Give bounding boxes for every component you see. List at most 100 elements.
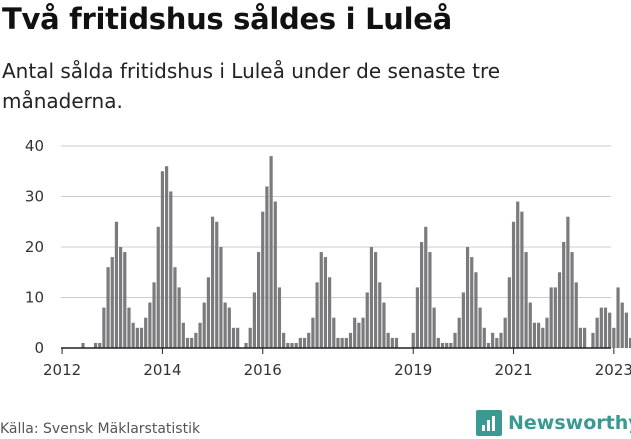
chart-title: Två fritidshus såldes i Luleå [2, 2, 452, 36]
y-tick-label: 20 [25, 238, 44, 256]
y-axis-ticks: 0 10 20 30 40 [25, 137, 44, 357]
bar-2018-09 [394, 337, 399, 348]
bar-2013-07 [135, 327, 139, 348]
bar-2022-02 [566, 216, 570, 348]
bar-2016-09 [294, 342, 298, 348]
bar-2022-12 [608, 312, 612, 348]
bar-2015-05 [227, 307, 231, 348]
bar-2018-08 [390, 337, 394, 348]
bar-2013-06 [131, 322, 135, 348]
bar-2015-07 [236, 327, 240, 348]
bar-2019-07 [436, 337, 440, 348]
bar-2020-12 [507, 277, 511, 348]
bar-2012-06 [81, 342, 85, 348]
x-tick-label: 2014 [143, 361, 181, 379]
bar-2016-01 [261, 211, 265, 348]
bar-2018-04 [374, 252, 378, 348]
bar-2016-12 [307, 332, 311, 348]
bar-2017-12 [357, 322, 361, 348]
bar-2021-04 [524, 252, 528, 348]
y-tick-label: 40 [25, 137, 44, 155]
bar-2014-04 [173, 267, 177, 348]
bar-2022-09 [595, 317, 599, 348]
bar-2012-09 [93, 342, 98, 348]
y-tick-label: 0 [34, 339, 44, 357]
bar-2021-11 [553, 287, 557, 348]
bar-2019-10 [449, 342, 453, 348]
bar-2016-02 [265, 186, 269, 348]
bar-2022-01 [562, 241, 566, 348]
bar-2014-08 [190, 337, 194, 348]
bar-2022-06 [583, 327, 587, 348]
bar-2015-10 [248, 327, 252, 348]
bar-2022-10 [599, 307, 603, 348]
bar-2013-04 [123, 252, 127, 348]
bar-2013-11 [152, 282, 156, 348]
bar-2015-12 [256, 252, 261, 348]
bar-2019-05 [428, 252, 432, 348]
bar-2015-01 [210, 216, 215, 348]
bar-2014-02 [165, 166, 169, 348]
bar-2019-09 [445, 342, 449, 348]
bar-2013-05 [127, 307, 131, 348]
bar-2017-06 [332, 317, 336, 348]
bar-2020-07 [486, 342, 491, 348]
bar-2021-08 [541, 327, 545, 348]
bar-2022-05 [578, 327, 583, 348]
bar-2023-01 [612, 327, 616, 348]
bar-2016-11 [302, 337, 307, 348]
bar-2017-07 [336, 337, 340, 348]
source-note: Källa: Svensk Mäklarstatistik [0, 421, 201, 437]
bar-2017-05 [328, 277, 332, 348]
bar-2014-09 [194, 332, 198, 348]
bar-2021-09 [545, 317, 549, 348]
bar-2020-05 [478, 307, 482, 348]
bar-2019-01 [411, 332, 415, 348]
bar-2023-03 [620, 302, 624, 348]
y-tick-label: 10 [25, 289, 44, 307]
bar-2012-10 [98, 342, 102, 348]
bar-2018-06 [382, 302, 386, 348]
bar-2014-11 [202, 302, 206, 348]
x-tick-label: 2019 [394, 361, 432, 379]
bar-2012-12 [106, 267, 110, 348]
bar-2021-12 [557, 272, 562, 348]
bar-2020-01 [461, 292, 465, 348]
bar-2019-02 [415, 287, 419, 348]
bar-2020-09 [495, 337, 499, 348]
bar-2014-06 [181, 322, 185, 348]
bar-2015-02 [215, 221, 219, 348]
bar-2021-03 [520, 211, 524, 348]
bar-2021-06 [532, 322, 537, 348]
bar-2015-09 [244, 342, 248, 348]
bar-2019-06 [432, 307, 436, 348]
bar-2021-02 [516, 201, 520, 348]
bar-2017-09 [344, 337, 348, 348]
bar-2014-03 [169, 191, 173, 348]
bar-2017-02 [315, 282, 319, 348]
bar-2020-08 [491, 332, 495, 348]
bar-2019-11 [453, 332, 457, 348]
bar-2014-12 [206, 277, 210, 348]
bar-2022-08 [591, 332, 595, 348]
bar-2016-10 [298, 337, 302, 348]
bar-2019-03 [419, 241, 424, 348]
bar-2021-10 [549, 287, 553, 348]
chart-subtitle: Antal sålda fritidshus i Luleå under de … [2, 59, 501, 113]
bar-2013-08 [139, 327, 144, 348]
bar-2015-11 [252, 292, 256, 348]
brand-name: Newsworthy [508, 412, 631, 434]
bar-2019-04 [424, 226, 428, 348]
bar-2016-04 [273, 201, 277, 348]
bar-2020-04 [474, 272, 478, 348]
bar-2019-08 [440, 342, 445, 348]
bar-2014-05 [177, 287, 181, 348]
bar-2022-03 [570, 252, 574, 348]
bar-2014-10 [198, 322, 202, 348]
bar-2016-06 [282, 332, 286, 348]
y-tick-label: 30 [25, 188, 44, 206]
bar-2017-03 [319, 252, 323, 348]
bar-2017-08 [340, 337, 344, 348]
bars [81, 156, 631, 348]
